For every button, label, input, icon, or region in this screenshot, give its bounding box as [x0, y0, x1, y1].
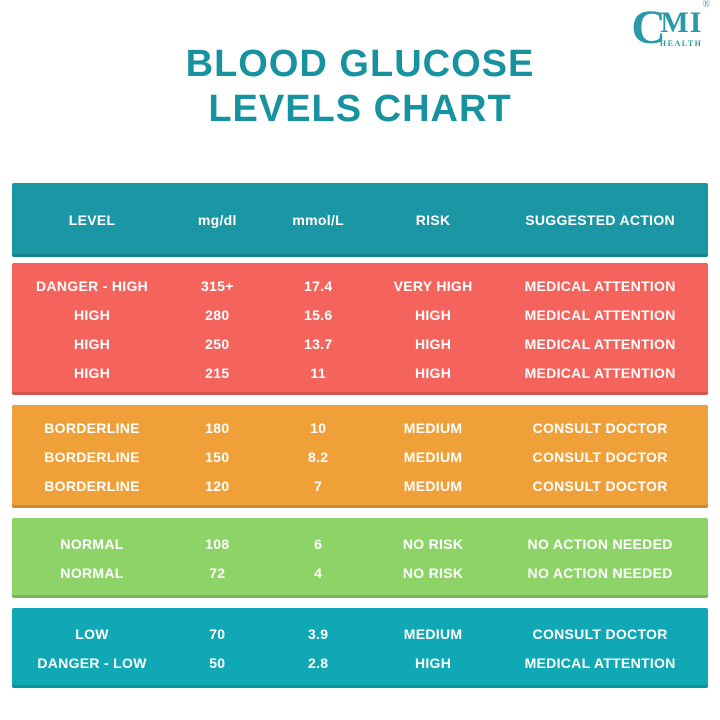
band-borderline: BORDERLINE 180 10 MEDIUM CONSULT DOCTOR BORDE… [12, 405, 708, 508]
table-cell: HIGH [414, 335, 452, 352]
table-cell: NO ACTION NEEDED [527, 564, 673, 581]
cmi-health-logo: C MI HEALTH ® [631, 0, 710, 54]
table-cell: CONSULT DOCTOR [532, 625, 668, 642]
table-cell: CONSULT DOCTOR [532, 477, 668, 494]
column-header-risk: RISK [415, 212, 451, 228]
table-row: LOW 70 3.9 MEDIUM CONSULT DOCTOR [12, 619, 708, 648]
table-cell: NO RISK [402, 564, 464, 581]
table-cell: BORDERLINE [44, 477, 140, 494]
table-cell: HIGH [73, 335, 111, 352]
table-cell: MEDICAL ATTENTION [524, 277, 676, 294]
table-cell: 6 [314, 535, 323, 552]
table-cell: 120 [205, 477, 230, 494]
table-cell: NO ACTION NEEDED [527, 535, 673, 552]
table-cell: 3.9 [308, 625, 329, 642]
table-cell: MEDIUM [403, 448, 463, 465]
table-cell: MEDIUM [403, 419, 463, 436]
table-cell: CONSULT DOCTOR [532, 448, 668, 465]
table-row: HIGH 215 11 HIGH MEDICAL ATTENTION [12, 358, 708, 387]
table-row: BORDERLINE 120 7 MEDIUM CONSULT DOCTOR [12, 471, 708, 500]
table-body: DANGER - HIGH 315+ 17.4 VERY HIGH MEDICAL AT… [12, 263, 708, 688]
table-cell: 70 [209, 625, 226, 642]
table-cell: 13.7 [304, 335, 333, 352]
table-header-row: LEVEL mg/dl mmol/L RISK SUGGESTED ACTION [12, 183, 708, 257]
table-cell: MEDIUM [403, 477, 463, 494]
table-row: NORMAL 72 4 NO RISK NO ACTION NEEDED [12, 558, 708, 587]
table-row: BORDERLINE 180 10 MEDIUM CONSULT DOCTOR [12, 413, 708, 442]
table-cell: 10 [310, 419, 327, 436]
table-row: BORDERLINE 150 8.2 MEDIUM CONSULT DOCTOR [12, 442, 708, 471]
table-row: HIGH 250 13.7 HIGH MEDICAL ATTENTION [12, 329, 708, 358]
table-row: NORMAL 108 6 NO RISK NO ACTION NEEDED [12, 529, 708, 558]
table-cell: 2.8 [308, 654, 329, 671]
table-cell: HIGH [73, 306, 111, 323]
table-cell: MEDICAL ATTENTION [524, 654, 676, 671]
glucose-table: LEVEL mg/dl mmol/L RISK SUGGESTED ACTION… [12, 183, 708, 698]
table-cell: 215 [205, 364, 230, 381]
table-cell: DANGER - LOW [37, 654, 147, 671]
column-header-mmoll: mmol/L [292, 212, 345, 228]
table-cell: 280 [205, 306, 230, 323]
table-cell: NORMAL [60, 535, 124, 552]
table-cell: MEDICAL ATTENTION [524, 306, 676, 323]
band-danger-high: DANGER - HIGH 315+ 17.4 VERY HIGH MEDICAL AT… [12, 263, 708, 395]
table-cell: MEDICAL ATTENTION [524, 335, 676, 352]
table-cell: 50 [209, 654, 226, 671]
band-low: LOW 70 3.9 MEDIUM CONSULT DOCTOR DANGER - LOW… [12, 608, 708, 688]
table-cell: 11 [310, 364, 326, 381]
table-cell: HIGH [414, 306, 452, 323]
table-cell: HIGH [414, 364, 452, 381]
table-cell: NO RISK [402, 535, 464, 552]
registered-trademark-icon: ® [702, 0, 710, 10]
table-cell: 15.6 [304, 306, 333, 323]
band-normal: NORMAL 108 6 NO RISK NO ACTION NEEDED NORMAL 7… [12, 518, 708, 598]
table-row: HIGH 280 15.6 HIGH MEDICAL ATTENTION [12, 300, 708, 329]
logo-health-text: HEALTH [659, 39, 703, 48]
table-cell: BORDERLINE [44, 419, 140, 436]
table-cell: 17.4 [304, 277, 333, 294]
table-cell: VERY HIGH [393, 277, 473, 294]
column-header-level: LEVEL [68, 212, 116, 228]
table-cell: 315+ [200, 277, 234, 294]
table-cell: BORDERLINE [44, 448, 140, 465]
table-cell: 7 [314, 477, 323, 494]
title-line-1: BLOOD GLUCOSE [185, 43, 535, 85]
table-cell: 150 [205, 448, 230, 465]
table-cell: 108 [205, 535, 230, 552]
table-row: DANGER - HIGH 315+ 17.4 VERY HIGH MEDICAL AT… [12, 271, 708, 300]
table-cell: 72 [209, 564, 226, 581]
table-cell: 4 [314, 564, 323, 581]
title-line-2: LEVELS CHART [208, 87, 512, 130]
table-cell: MEDIUM [403, 625, 463, 642]
table-cell: NORMAL [60, 564, 124, 581]
table-cell: 180 [205, 419, 230, 436]
table-cell: CONSULT DOCTOR [532, 419, 668, 436]
table-row: DANGER - LOW 50 2.8 HIGH MEDICAL ATTENTION [12, 648, 708, 677]
logo-letter-c: C [631, 1, 666, 54]
logo-letters-mi: MI [660, 6, 703, 39]
table-cell: HIGH [414, 654, 452, 671]
table-cell: MEDICAL ATTENTION [524, 364, 676, 381]
table-cell: HIGH [73, 364, 111, 381]
table-cell: 250 [205, 335, 230, 352]
column-header-mgdl: mg/dl [197, 212, 237, 228]
column-header-suggested-action: SUGGESTED ACTION [525, 212, 675, 228]
table-cell: 8.2 [308, 448, 329, 465]
page-title: BLOOD GLUCOSE LEVELS CHART [0, 0, 720, 132]
table-cell: LOW [75, 625, 109, 642]
table-cell: DANGER - HIGH [36, 277, 149, 294]
